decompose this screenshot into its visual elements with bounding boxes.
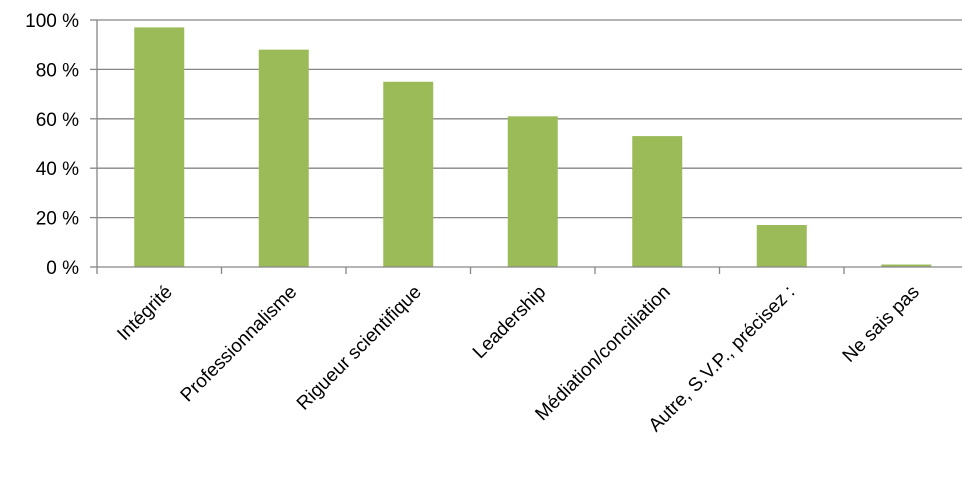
y-tick-label: 60 %: [36, 110, 79, 131]
bar: [258, 49, 309, 267]
bar: [134, 27, 185, 267]
x-tick-label: Ne sais pas: [839, 282, 924, 367]
bars: [134, 27, 932, 267]
y-axis-tick-labels: 0 % 20 % 40 % 60 % 80 % 100 %: [25, 11, 79, 279]
bar: [881, 264, 932, 267]
y-tick-label: 20 %: [36, 209, 79, 230]
bar: [507, 116, 558, 267]
y-tick-label: 0 %: [46, 258, 79, 279]
x-tick-label: Autre, S.V.P., précisez :: [645, 282, 800, 437]
bar: [632, 136, 683, 267]
axes: [90, 19, 962, 274]
bar: [383, 81, 434, 267]
x-tick-label: Professionnalisme: [177, 282, 302, 407]
y-tick-label: 40 %: [36, 159, 79, 180]
x-tick-label: Intégrité: [113, 282, 176, 345]
bar: [756, 225, 807, 267]
x-tick-label: Leadership: [469, 282, 550, 363]
y-tick-label: 100 %: [25, 11, 79, 32]
x-tick-label: Médiation/conciliation: [531, 282, 674, 425]
x-tick-label: Rigueur scientifique: [293, 282, 426, 415]
y-tick-label: 80 %: [36, 60, 79, 81]
